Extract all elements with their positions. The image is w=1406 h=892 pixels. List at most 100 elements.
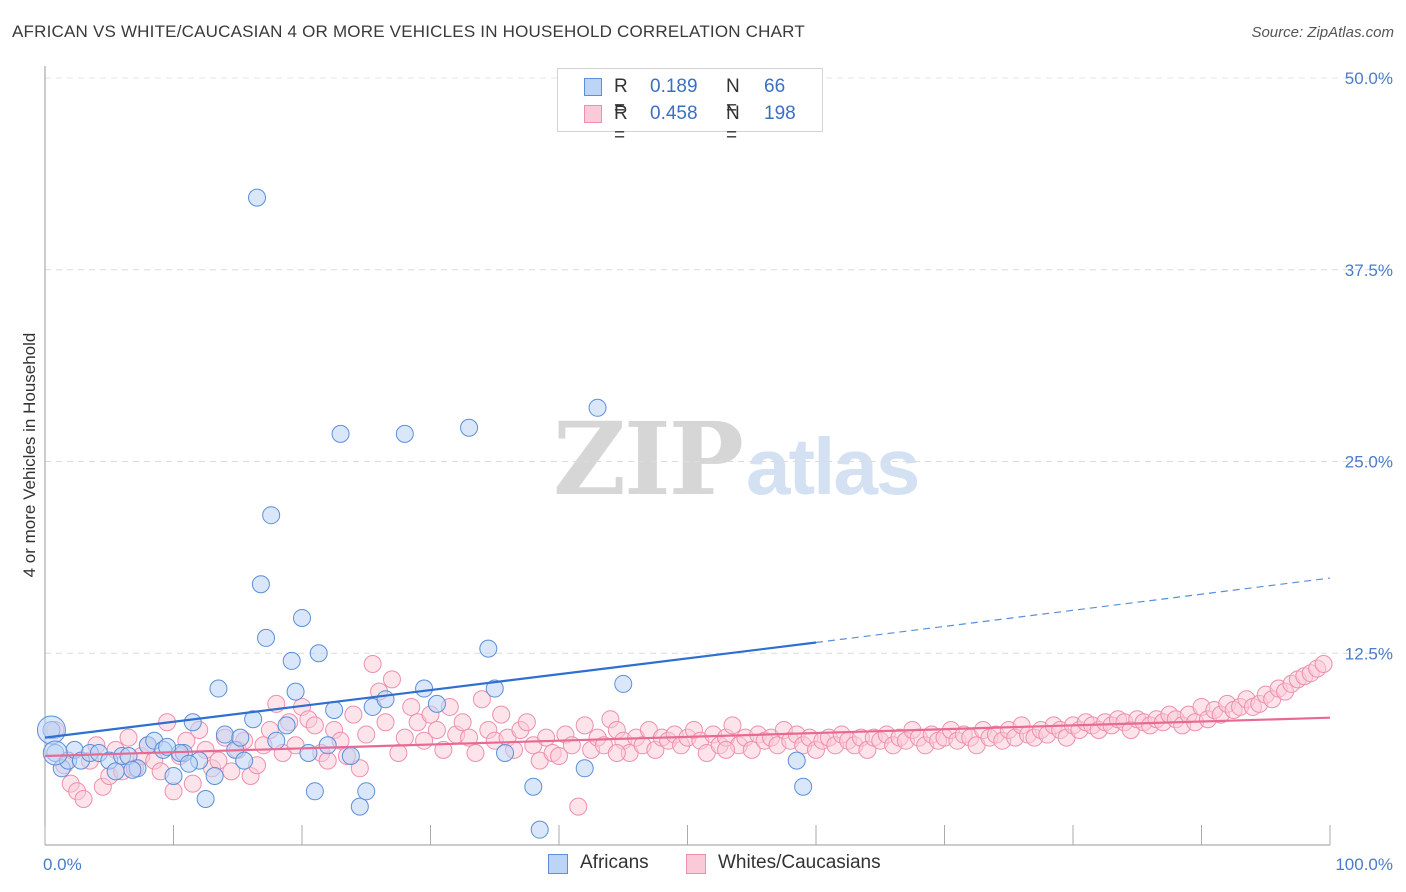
stats-legend: R = 0.189 N = 66 R = 0.458 N = 198 [557, 68, 823, 146]
african-point [395, 424, 414, 443]
white-point [119, 728, 138, 747]
white-point [453, 713, 472, 732]
x-tick-label: 0.0% [43, 855, 82, 874]
african-point [325, 701, 344, 720]
african-point [614, 674, 633, 693]
legend-r-value: 0.189 [650, 76, 698, 97]
y-tick-label: 50.0% [1345, 69, 1393, 88]
african-point [183, 713, 202, 732]
white-point [717, 740, 736, 759]
legend-r-label: R = [614, 76, 628, 119]
african-point [262, 506, 281, 525]
legend-n-label: N = [726, 76, 740, 119]
white-point [74, 789, 93, 808]
legend-swatch-whites [584, 105, 602, 123]
bottom-swatch-whites [686, 854, 706, 874]
africans-trend-extension [815, 577, 1331, 644]
african-point [267, 731, 286, 750]
white-point [466, 743, 485, 762]
african-point [179, 754, 198, 773]
african-point [357, 782, 376, 801]
african-point [106, 762, 125, 781]
white-point [357, 725, 376, 744]
african-point [164, 766, 183, 785]
african-point [350, 797, 369, 816]
white-point [569, 797, 588, 816]
legend-r-label: R = [614, 103, 628, 146]
white-point [550, 747, 568, 766]
legend-swatch-africans [584, 78, 602, 96]
white-point [575, 716, 594, 735]
source-label: Source: ZipAtlas.com [1251, 24, 1394, 41]
bottom-swatch-africans [548, 854, 568, 874]
watermark-atlas: atlas [745, 422, 920, 511]
x-tick-label: 100.0% [1335, 855, 1393, 874]
chart-title: AFRICAN VS WHITE/CAUCASIAN 4 OR MORE VEH… [12, 22, 805, 41]
african-point [496, 743, 515, 762]
white-point [222, 762, 241, 781]
trend-lines [44, 577, 1331, 758]
african-point [588, 398, 607, 417]
white-point [607, 743, 626, 762]
african-point [158, 737, 177, 756]
white-point [376, 713, 395, 732]
african-point [251, 575, 270, 594]
african-point [36, 715, 66, 745]
white-point [164, 782, 183, 801]
white-point [344, 705, 363, 724]
african-point [787, 751, 806, 770]
legend-n-value: 198 [764, 103, 796, 124]
white-point [427, 720, 446, 739]
african-point [415, 679, 434, 698]
white-point [350, 759, 369, 778]
african-point [341, 747, 360, 766]
white-point [183, 774, 202, 793]
bottom-label-whites: Whites/Caucasians [718, 852, 881, 873]
african-point [286, 682, 305, 701]
white-point [1314, 654, 1333, 673]
white-point [460, 728, 479, 747]
white-point [382, 670, 401, 689]
legend-n-label: N = [726, 103, 740, 146]
african-point [248, 188, 267, 207]
african-point [305, 782, 324, 801]
african-point [309, 644, 328, 663]
african-point [231, 728, 250, 747]
white-point [434, 740, 453, 759]
white-point [537, 728, 556, 747]
african-point [205, 766, 224, 785]
african-point [42, 740, 68, 766]
african-point [376, 690, 395, 709]
white-point [389, 743, 408, 762]
white-point [402, 697, 421, 716]
africans-points [36, 188, 813, 839]
african-point [575, 759, 594, 778]
legend-r-value: 0.458 [650, 103, 698, 124]
africans-trend-line [44, 641, 817, 739]
y-axis-label: 4 or more Vehicles in Household [20, 332, 39, 578]
axes [44, 66, 1331, 846]
white-point [492, 705, 511, 724]
bottom-label-africans: Africans [580, 852, 649, 873]
african-point [794, 777, 813, 796]
african-point [244, 710, 263, 729]
legend-n-value: 66 [764, 76, 786, 97]
african-point [282, 651, 301, 670]
grid-lines [45, 77, 1390, 654]
african-point [235, 751, 254, 770]
white-point [723, 716, 742, 735]
y-tick-label: 12.5% [1345, 644, 1393, 663]
white-point [395, 728, 414, 747]
african-point [209, 679, 228, 698]
african-point [460, 418, 479, 437]
white-point [517, 713, 536, 732]
african-point [530, 820, 549, 839]
african-point [257, 628, 276, 647]
tick-labels: 12.5% 25.0% 37.5% 50.0% 0.0% 100.0% [43, 69, 1393, 874]
african-point [277, 716, 296, 735]
white-point [305, 716, 324, 735]
y-tick-label: 25.0% [1345, 453, 1393, 472]
african-point [318, 736, 337, 755]
white-point [363, 654, 382, 673]
